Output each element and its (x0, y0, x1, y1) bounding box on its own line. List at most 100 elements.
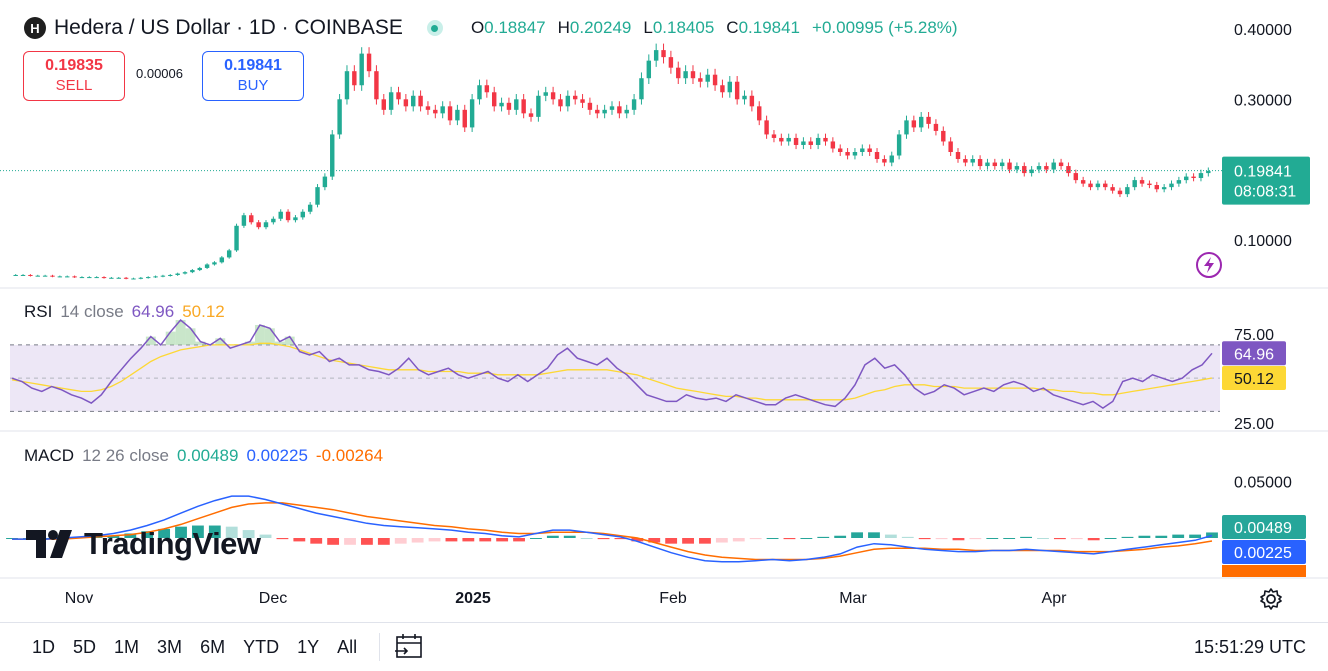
open-label: O (470, 18, 485, 37)
candle-body (197, 267, 202, 271)
macd-histogram-bar (1020, 536, 1032, 538)
candle-body (1169, 183, 1174, 188)
buy-button[interactable]: 0.19841 BUY (202, 51, 304, 101)
candle-body (838, 148, 843, 152)
candle-body (57, 276, 63, 278)
timeframe-6m[interactable]: 6M (200, 636, 226, 657)
candle-body (138, 277, 144, 279)
macd-axis-label: 0.05000 (1234, 474, 1292, 491)
candle-body (65, 276, 70, 278)
candle-body (808, 141, 813, 145)
time-axis-label: Dec (259, 590, 287, 607)
rsi-axis-label-75: 75.00 (1234, 327, 1274, 344)
macd-histogram-bar (310, 538, 323, 544)
macd-histogram-bar (631, 538, 644, 542)
timeframe-3m[interactable]: 3M (157, 636, 183, 657)
lightning-icon[interactable] (1195, 251, 1223, 279)
timeframe-1m[interactable]: 1M (114, 636, 140, 657)
candle-body (1044, 166, 1049, 170)
rsi-overbought-fill (145, 336, 156, 345)
date-range-icon[interactable] (394, 633, 424, 661)
symbol-title[interactable]: Hedera / US Dollar · 1D · COINBASE (54, 16, 403, 39)
macd-histogram-bar (293, 538, 306, 542)
macd-histogram-bar (141, 531, 154, 538)
rsi-legend[interactable]: RSI 14 close 64.96 50.12 (24, 302, 225, 322)
rsi-ma-tag (1222, 365, 1286, 390)
candle-body (94, 277, 99, 279)
candle-body (1125, 187, 1130, 195)
rsi-overbought-fill (274, 341, 285, 345)
candle-body (948, 141, 953, 152)
candle-body (396, 92, 401, 100)
candle-body (609, 106, 615, 110)
candle-body (219, 257, 225, 263)
candle-body (344, 71, 350, 100)
sell-button[interactable]: 0.19835 SELL (23, 51, 125, 101)
clock-utc[interactable]: 15:51:29 UTC (1193, 636, 1306, 657)
timeframe-5d[interactable]: 5D (73, 636, 97, 657)
macd-histogram-bar (411, 538, 424, 543)
candle-body (580, 99, 585, 103)
candle-body (50, 275, 55, 277)
low-value: 0.18405 (652, 18, 715, 37)
candle-body (190, 270, 195, 273)
candle-body (904, 120, 909, 135)
candle-body (911, 120, 917, 128)
market-status-icon[interactable] (426, 20, 443, 36)
macd-histogram-bar (107, 535, 120, 538)
candle-body (226, 250, 232, 258)
macd-histogram-bar (969, 538, 982, 540)
candle-body (168, 274, 173, 276)
candle-body (123, 277, 129, 279)
timeframe-ytd[interactable]: YTD (243, 636, 280, 657)
candle-body (992, 162, 998, 167)
candle-body (830, 141, 836, 149)
macd-histogram-bar (868, 532, 880, 538)
macd-histogram-bar (1087, 538, 1100, 541)
settings-gear-icon[interactable] (1259, 587, 1283, 611)
macd-histogram-bar (361, 538, 373, 545)
candle-body (153, 276, 158, 278)
candle-body (970, 159, 975, 163)
macd-histogram-bar (1037, 538, 1049, 539)
candle-body (322, 176, 328, 188)
candle-body (793, 137, 799, 145)
timeframe-1d[interactable]: 1D (32, 636, 56, 657)
candle-body (477, 85, 482, 100)
macd-histogram-bar (884, 534, 897, 538)
candle-body (572, 95, 578, 100)
bar-countdown-label: 08:08:31 (1234, 184, 1296, 201)
candle-body (484, 85, 490, 93)
macd-histogram-bar (124, 533, 137, 538)
macd-line-tag-label: 0.00225 (1234, 545, 1292, 562)
rsi-name: RSI (24, 302, 53, 321)
candle-body (683, 71, 688, 79)
macd-histogram-bar (259, 534, 272, 538)
timeframe-1y[interactable]: 1Y (297, 636, 320, 657)
candle-body (1103, 183, 1108, 188)
macd-legend[interactable]: MACD 12 26 close 0.00489 0.00225 -0.0026… (24, 446, 383, 466)
macd-histogram-bar (546, 535, 559, 538)
candle-body (499, 102, 504, 107)
candle-body (1184, 176, 1189, 181)
macd-histogram-bar (276, 538, 289, 540)
macd-settings: 12 26 close (82, 446, 170, 465)
macd-histogram-bar (952, 538, 965, 541)
macd-hist-tag-label: 0.00489 (1234, 520, 1292, 537)
candle-body (801, 141, 806, 145)
candle-body (425, 106, 431, 110)
candle-body (764, 120, 769, 135)
candle-body (433, 109, 438, 114)
candle-body (521, 99, 526, 114)
macd-histogram-bar (597, 538, 610, 540)
rsi-value-tag (1222, 341, 1286, 366)
candle-body (101, 277, 107, 279)
tradingview-wordmark: TradingView (84, 526, 261, 561)
candle-body (653, 50, 659, 61)
macd-histogram-bar (462, 538, 475, 542)
tradingview-watermark: TradingView (26, 525, 261, 563)
timeframe-all[interactable]: All (337, 636, 358, 657)
chart-canvas[interactable]: 0.40000 0.30000 0.10000 0.19841 08:08:31 75.0… (0, 0, 1328, 622)
hedera-logo-icon: H (24, 17, 46, 39)
candle-body (359, 53, 364, 86)
